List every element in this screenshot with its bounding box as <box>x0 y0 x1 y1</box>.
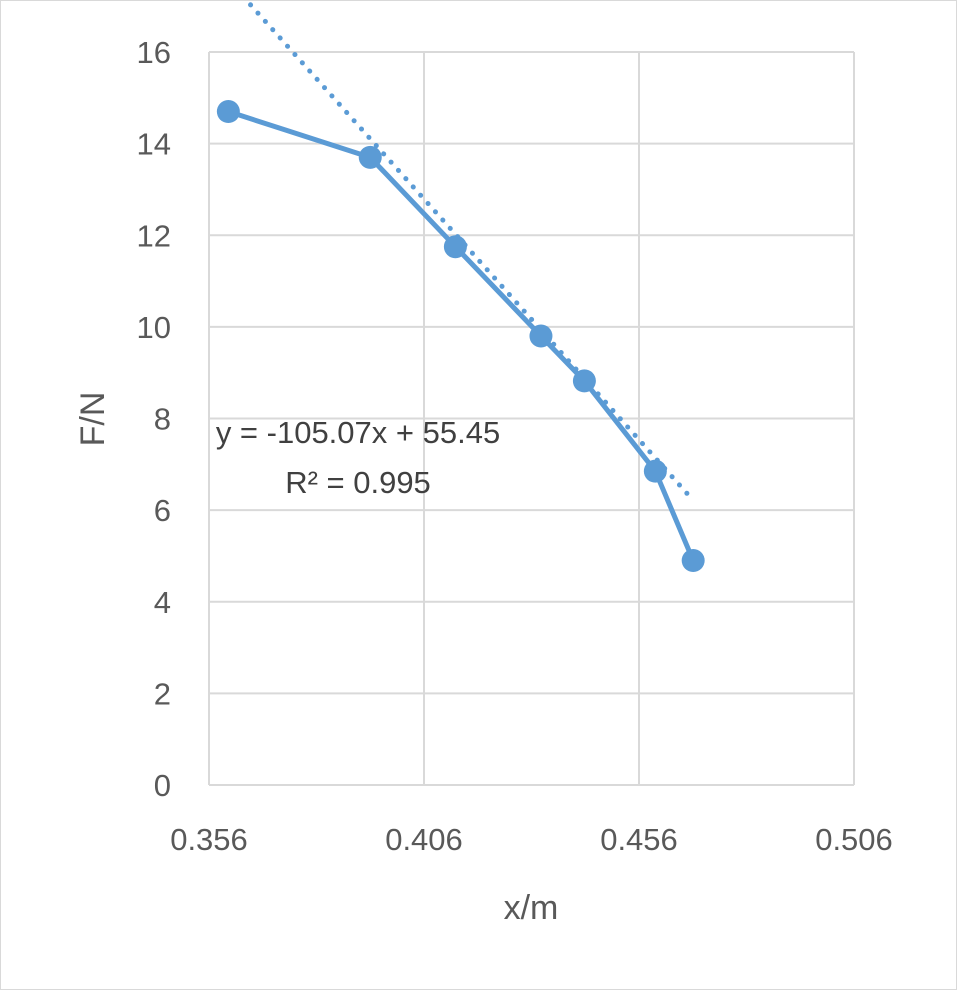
y-tick-label: 8 <box>154 402 171 437</box>
data-point <box>358 145 382 169</box>
y-axis-ticks: 0 2 4 6 8 10 12 14 16 <box>137 35 171 803</box>
data-point <box>572 369 596 393</box>
data-point <box>681 549 705 573</box>
y-tick-label: 0 <box>154 768 171 803</box>
y-tick-label: 14 <box>137 127 171 162</box>
x-tick-label: 0.406 <box>385 822 463 857</box>
y-tick-label: 16 <box>137 35 171 70</box>
x-axis-label: x/m <box>504 889 559 927</box>
y-axis-label: F/N <box>74 392 112 447</box>
y-tick-label: 2 <box>154 676 171 711</box>
trendline-r-squared: R² = 0.995 <box>285 465 431 500</box>
data-point <box>643 459 667 483</box>
data-point <box>443 235 467 259</box>
y-tick-label: 6 <box>154 493 171 528</box>
y-tick-label: 12 <box>137 218 171 253</box>
y-tick-label: 4 <box>154 585 171 620</box>
x-tick-label: 0.456 <box>600 822 678 857</box>
x-tick-label: 0.506 <box>815 822 893 857</box>
x-tick-label: 0.356 <box>170 822 248 857</box>
data-point <box>216 100 240 124</box>
trendline-equation: y = -105.07x + 55.45 <box>216 415 500 450</box>
data-point <box>529 324 553 348</box>
series-layer <box>216 100 705 573</box>
x-axis-ticks: 0.356 0.406 0.456 0.506 <box>170 822 893 857</box>
y-tick-label: 10 <box>137 310 171 345</box>
